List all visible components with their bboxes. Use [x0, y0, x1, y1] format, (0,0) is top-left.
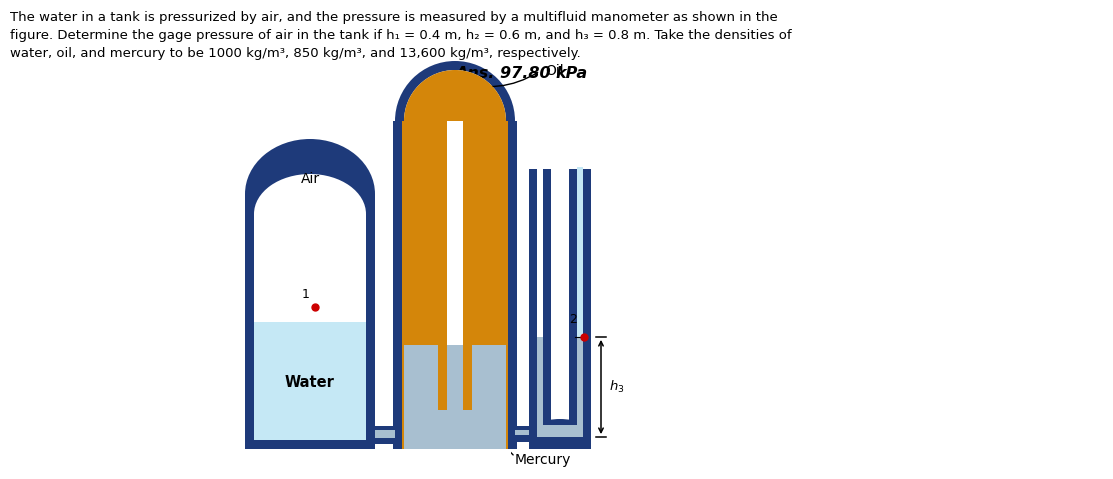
Bar	[529, 424, 591, 449]
Text: $h_1$: $h_1$	[461, 326, 476, 342]
Bar	[447, 345, 463, 425]
Text: kPa: kPa	[556, 66, 588, 81]
Wedge shape	[395, 61, 515, 121]
Bar	[447, 121, 463, 436]
Bar	[463, 121, 515, 449]
Text: 2: 2	[569, 313, 577, 326]
Bar	[577, 167, 583, 337]
Text: $h_3$: $h_3$	[609, 379, 624, 395]
Text: Water: Water	[285, 375, 335, 390]
Bar	[577, 169, 583, 437]
Bar	[395, 436, 515, 449]
Bar	[404, 121, 506, 420]
Bar	[529, 169, 551, 434]
Bar	[393, 121, 518, 449]
Text: Mercury: Mercury	[515, 453, 571, 467]
Bar	[536, 337, 543, 437]
Bar	[536, 169, 543, 337]
Bar	[366, 429, 384, 442]
Ellipse shape	[254, 174, 366, 254]
Bar	[366, 426, 395, 444]
Bar	[395, 121, 447, 449]
Bar	[515, 426, 529, 442]
Bar	[472, 345, 506, 420]
Ellipse shape	[404, 70, 506, 172]
Bar	[447, 121, 463, 345]
Bar	[254, 214, 366, 440]
Bar	[404, 345, 439, 420]
Bar	[515, 430, 529, 435]
Bar	[395, 121, 515, 449]
Bar	[402, 121, 508, 449]
Bar	[447, 121, 463, 420]
Bar	[404, 121, 439, 420]
Text: Air: Air	[301, 172, 319, 186]
Text: water, oil, and mercury to be 1000 kg/m³, 850 kg/m³, and 13,600 kg/m³, respectiv: water, oil, and mercury to be 1000 kg/m³…	[10, 47, 581, 60]
Bar	[398, 449, 511, 459]
Bar	[404, 410, 506, 449]
Text: 1: 1	[302, 288, 309, 301]
Ellipse shape	[395, 61, 515, 181]
Bar	[577, 337, 583, 437]
Bar	[536, 425, 583, 437]
Text: Ans. 97.80: Ans. 97.80	[455, 66, 556, 81]
Bar	[569, 169, 591, 434]
Bar	[254, 322, 366, 440]
Text: $h_2$: $h_2$	[461, 375, 476, 390]
Bar	[404, 121, 506, 436]
Bar	[245, 194, 375, 449]
Bar	[472, 121, 506, 420]
Text: The water in a tank is pressurized by air, and the pressure is measured by a mul: The water in a tank is pressurized by ai…	[10, 11, 778, 24]
Bar	[536, 169, 543, 437]
Ellipse shape	[529, 419, 591, 449]
Text: Oil: Oil	[545, 64, 563, 78]
Ellipse shape	[245, 139, 375, 249]
Bar	[404, 121, 439, 436]
Text: figure. Determine the gage pressure of air in the tank if h₁ = 0.4 m, h₂ = 0.6 m: figure. Determine the gage pressure of a…	[10, 29, 791, 42]
Bar	[375, 430, 395, 438]
Bar	[472, 121, 506, 436]
Ellipse shape	[404, 70, 506, 172]
